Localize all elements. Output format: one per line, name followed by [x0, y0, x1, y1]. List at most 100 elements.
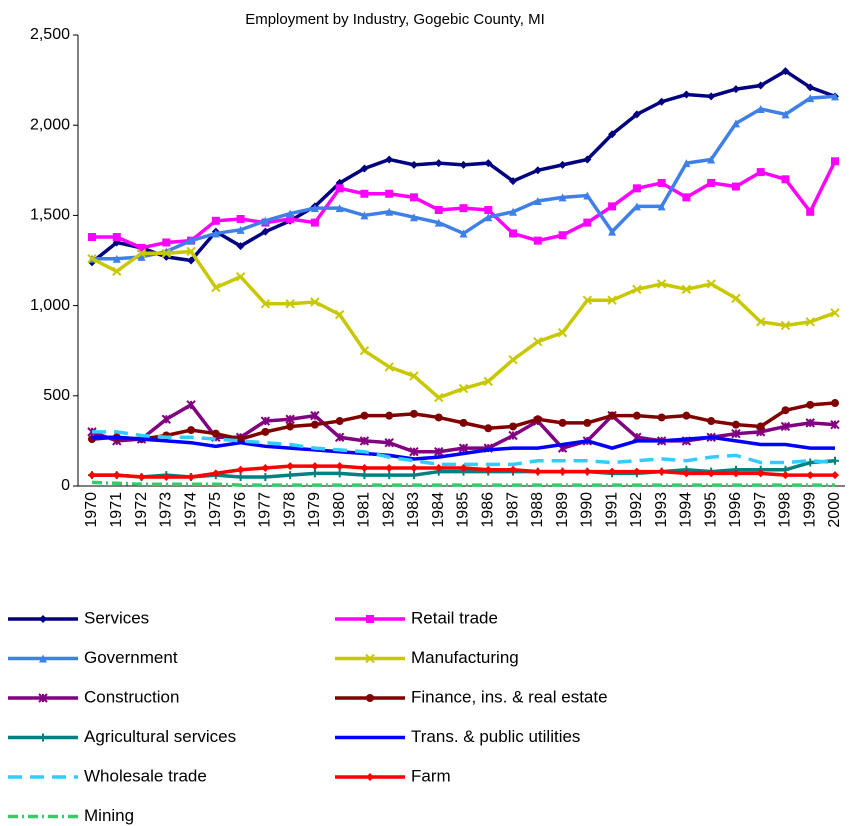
marker [310, 469, 319, 478]
marker [286, 215, 295, 224]
marker [187, 472, 196, 481]
y-tick-label: 2,000 [30, 116, 70, 133]
marker [731, 119, 740, 128]
marker [533, 336, 543, 347]
marker [681, 284, 692, 295]
x-tick-label: 1995 [702, 492, 719, 528]
marker [756, 81, 765, 90]
marker [557, 327, 568, 338]
x-tick-label: 1980 [331, 492, 348, 528]
marker [88, 471, 96, 480]
marker [186, 400, 196, 410]
x-tick-label: 2000 [826, 492, 843, 528]
marker [260, 416, 271, 426]
marker [161, 248, 172, 258]
x-tick-label: 1997 [752, 492, 769, 528]
x-tick-label: 1987 [504, 492, 521, 528]
marker [136, 248, 147, 258]
x-tick-label: 1977 [257, 492, 274, 528]
marker [707, 178, 716, 187]
marker [335, 204, 344, 213]
marker [657, 467, 666, 476]
marker [707, 155, 716, 164]
marker [360, 471, 369, 480]
marker [335, 462, 344, 471]
marker [286, 462, 295, 471]
marker [731, 293, 741, 304]
series-line [92, 435, 835, 461]
marker [335, 184, 344, 193]
marker [558, 231, 567, 240]
x-tick-label: 1971 [108, 492, 125, 528]
x-tick-label: 1978 [281, 492, 298, 528]
marker [434, 463, 443, 472]
series-line [92, 430, 836, 467]
marker [508, 430, 518, 441]
marker [608, 411, 617, 420]
marker [409, 409, 418, 418]
marker [211, 429, 220, 438]
series [88, 462, 839, 481]
marker [409, 447, 419, 457]
marker [805, 317, 815, 327]
marker [286, 422, 295, 431]
marker [509, 229, 518, 238]
marker [261, 227, 270, 236]
marker [632, 284, 642, 295]
marker [558, 193, 567, 202]
marker [484, 424, 493, 433]
marker [755, 317, 766, 327]
marker [682, 159, 691, 168]
marker [310, 462, 319, 471]
marker [335, 417, 344, 426]
marker [286, 209, 295, 218]
marker [831, 456, 839, 465]
marker [484, 205, 493, 214]
marker [731, 182, 740, 191]
marker [285, 299, 295, 309]
marker [707, 469, 716, 478]
marker [385, 207, 394, 216]
x-tick-label: 1970 [83, 492, 100, 528]
marker [632, 202, 641, 211]
x-tick-label: 1998 [777, 492, 794, 528]
marker [483, 376, 493, 387]
marker [385, 471, 394, 480]
x-tick-label: 1990 [579, 492, 596, 528]
marker [360, 211, 369, 220]
marker [87, 253, 97, 264]
marker [509, 207, 518, 216]
marker [359, 436, 370, 446]
marker [459, 418, 468, 427]
marker [458, 443, 469, 453]
marker [831, 471, 839, 480]
marker [261, 427, 270, 436]
marker [434, 447, 444, 457]
marker [632, 467, 641, 476]
marker [366, 773, 374, 781]
marker [310, 410, 320, 421]
marker [533, 236, 542, 245]
marker [384, 362, 394, 372]
x-tick-label: 1982 [380, 492, 397, 528]
marker [112, 254, 121, 263]
marker [458, 383, 469, 394]
marker [583, 218, 592, 227]
marker [558, 467, 567, 476]
marker [366, 694, 374, 702]
x-tick-label: 1992 [628, 492, 645, 528]
marker [682, 90, 691, 99]
legend-label: Services [84, 608, 149, 627]
marker [632, 411, 641, 420]
marker [484, 465, 493, 474]
legend-label: Retail trade [411, 608, 498, 627]
marker [756, 168, 765, 177]
legend-label: Farm [411, 766, 451, 785]
marker [582, 295, 593, 305]
marker [830, 419, 840, 430]
marker [162, 238, 171, 247]
marker [360, 189, 369, 198]
marker [236, 472, 245, 481]
marker [806, 94, 815, 103]
